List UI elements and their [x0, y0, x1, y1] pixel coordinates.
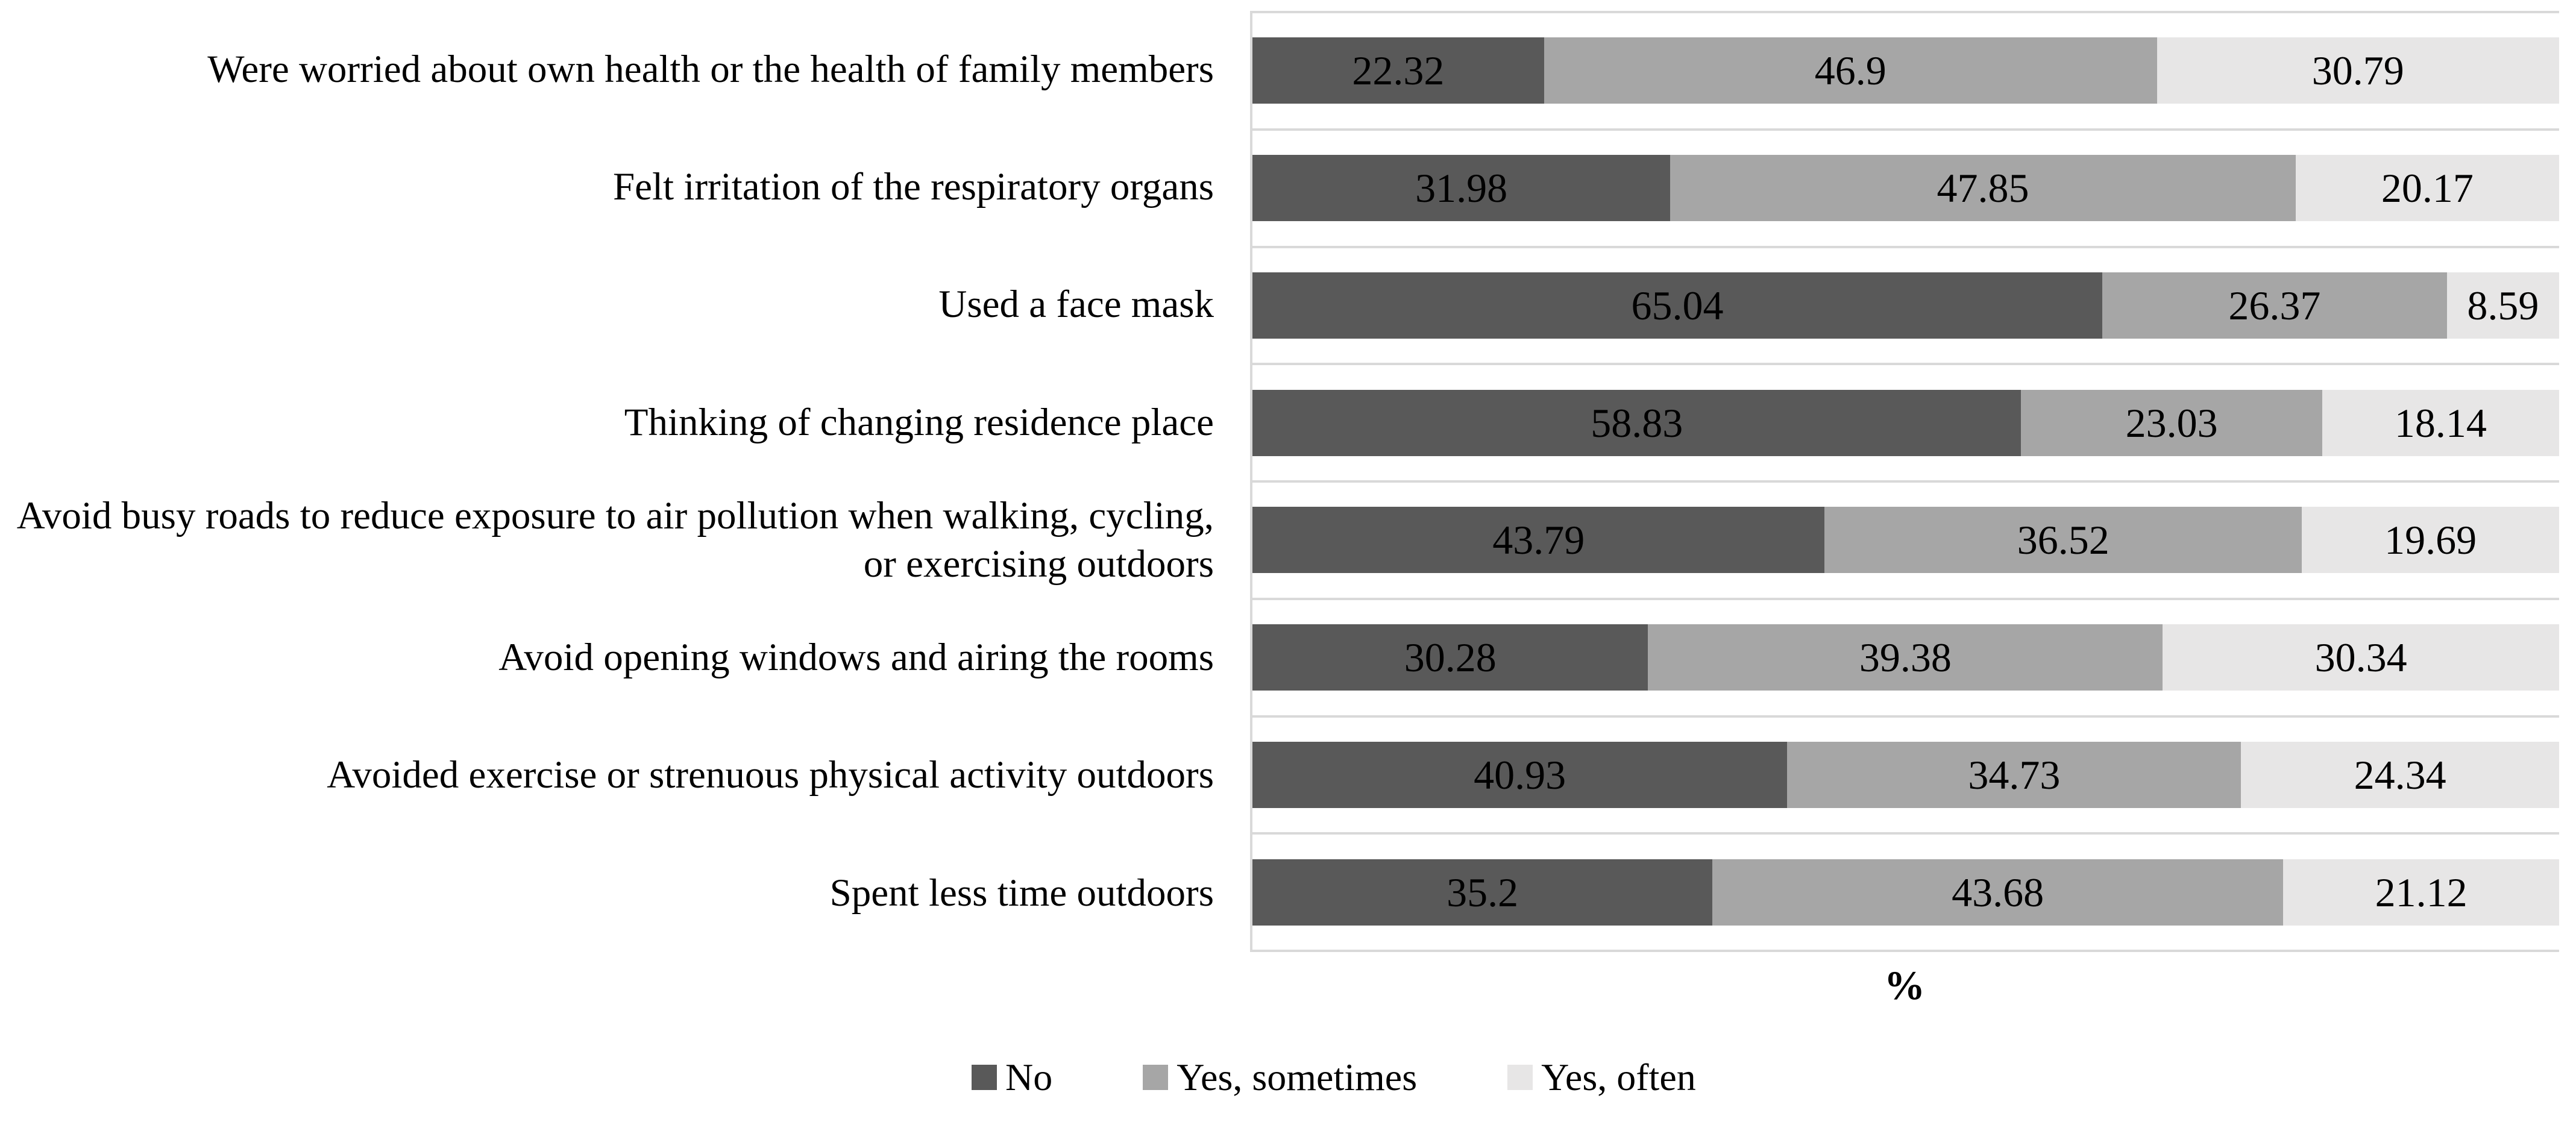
category-label: Spent less time outdoors [0, 835, 1232, 952]
bar-row: 35.2 43.68 21.12 [1252, 835, 2559, 950]
category-label: Avoid busy roads to reduce exposure to a… [0, 481, 1232, 599]
stacked-bar: 65.04 26.37 8.59 [1252, 272, 2559, 339]
legend: No Yes, sometimes Yes, often [972, 1058, 1696, 1097]
bar-segment-yes-often: 20.17 [2295, 155, 2559, 222]
category-label-text: Felt irritation of the respiratory organ… [612, 165, 1214, 209]
category-label-text: Avoided exercise or strenuous physical a… [327, 753, 1214, 797]
bar-segment-no: 22.32 [1252, 37, 1544, 104]
legend-label: Yes, often [1541, 1056, 1696, 1098]
value-label: 36.52 [2017, 517, 2109, 563]
bar-segment-yes-sometimes: 36.52 [1824, 507, 2302, 574]
value-label: 31.98 [1415, 165, 1508, 212]
value-label: 8.59 [2467, 282, 2539, 328]
legend-label: Yes, sometimes [1176, 1056, 1418, 1098]
value-label: 30.79 [2311, 48, 2404, 94]
category-label: Thinking of changing residence place [0, 364, 1232, 481]
stacked-bar: 58.83 23.03 18.14 [1252, 389, 2560, 456]
category-label-text: Spent less time outdoors [829, 871, 1214, 915]
category-label-text: Avoid opening windows and airing the roo… [498, 636, 1214, 680]
bar-segment-no: 40.93 [1252, 741, 1788, 808]
legend-item-yes-sometimes: Yes, sometimes [1143, 1058, 1417, 1097]
value-label: 23.03 [2125, 400, 2218, 446]
legend-swatch-icon [1507, 1065, 1533, 1090]
category-labels: Were worried about own health or the hea… [0, 11, 1232, 952]
bar-row: 40.93 34.73 24.34 [1252, 718, 2559, 835]
bar-segment-no: 31.98 [1252, 155, 1671, 222]
legend-item-no: No [972, 1058, 1052, 1097]
value-label: 21.12 [2375, 869, 2468, 915]
legend-label: No [1005, 1056, 1053, 1098]
bar-row: 31.98 47.85 20.17 [1252, 131, 2559, 248]
bar-row: 65.04 26.37 8.59 [1252, 248, 2559, 366]
category-label-text: Were worried about own health or the hea… [207, 47, 1214, 91]
bar-segment-yes-often: 24.34 [2241, 741, 2559, 808]
bar-row: 30.28 39.38 30.34 [1252, 600, 2559, 718]
bar-row: 58.83 23.03 18.14 [1252, 365, 2560, 483]
category-label: Felt irritation of the respiratory organ… [0, 128, 1232, 246]
stacked-bar: 31.98 47.85 20.17 [1252, 155, 2559, 222]
legend-swatch-icon [972, 1065, 997, 1090]
value-label: 34.73 [1968, 751, 2061, 798]
value-label: 26.37 [2228, 282, 2321, 328]
value-label: 43.79 [1492, 517, 1585, 563]
category-label: Were worried about own health or the hea… [0, 11, 1232, 128]
category-label-text: Used a face mask [938, 283, 1214, 327]
legend-swatch-icon [1143, 1065, 1169, 1090]
category-label-text: Thinking of changing residence place [624, 400, 1214, 444]
category-label: Avoided exercise or strenuous physical a… [0, 717, 1232, 835]
bar-segment-yes-sometimes: 26.37 [2102, 272, 2447, 339]
plot-area: 22.32 46.9 30.79 31.98 47.85 20.17 65.04 26.37 8… [1250, 11, 2560, 952]
value-label: 47.85 [1937, 165, 2029, 212]
bar-segment-no: 35.2 [1252, 859, 1713, 926]
bar-row: 43.79 36.52 19.69 [1252, 483, 2559, 600]
value-label: 30.34 [2314, 634, 2407, 681]
value-label: 46.9 [1814, 48, 1886, 94]
stacked-bar: 43.79 36.52 19.69 [1252, 507, 2559, 574]
value-label: 39.38 [1859, 634, 1952, 681]
bar-segment-yes-sometimes: 39.38 [1648, 624, 2163, 691]
value-label: 30.28 [1404, 634, 1497, 681]
bar-segment-yes-sometimes: 46.9 [1544, 37, 2157, 104]
bar-segment-yes-sometimes: 23.03 [2021, 389, 2322, 456]
value-label: 65.04 [1631, 282, 1724, 328]
bar-segment-no: 58.83 [1252, 389, 2022, 456]
bar-segment-yes-often: 18.14 [2322, 389, 2560, 456]
bar-segment-no: 43.79 [1252, 507, 1825, 574]
stacked-bar: 30.28 39.38 30.34 [1252, 624, 2559, 691]
value-label: 18.14 [2394, 400, 2487, 446]
value-label: 40.93 [1474, 751, 1566, 798]
value-label: 58.83 [1591, 400, 1683, 446]
value-label: 20.17 [2381, 165, 2474, 212]
stacked-bar: 40.93 34.73 24.34 [1252, 741, 2559, 808]
bar-segment-no: 30.28 [1252, 624, 1648, 691]
category-label: Used a face mask [0, 246, 1232, 364]
bar-segment-yes-sometimes: 43.68 [1712, 859, 2284, 926]
value-label: 24.34 [2354, 751, 2446, 798]
x-axis-label: % [1884, 962, 1925, 1008]
bar-segment-yes-often: 21.12 [2283, 859, 2559, 926]
bar-segment-yes-often: 19.69 [2302, 507, 2559, 574]
stacked-bar: 22.32 46.9 30.79 [1252, 37, 2559, 104]
bar-segment-yes-often: 30.34 [2163, 624, 2559, 691]
stacked-bar: 35.2 43.68 21.12 [1252, 859, 2559, 926]
category-label-text: Avoid busy roads to reduce exposure to a… [16, 494, 1214, 586]
category-label: Avoid opening windows and airing the roo… [0, 599, 1232, 716]
bar-segment-yes-often: 30.79 [2157, 37, 2559, 104]
value-label: 35.2 [1447, 869, 1519, 915]
bar-segment-no: 65.04 [1252, 272, 2103, 339]
value-label: 19.69 [2384, 517, 2477, 563]
value-label: 43.68 [1952, 869, 2044, 915]
bar-segment-yes-sometimes: 34.73 [1787, 741, 2241, 808]
legend-item-yes-often: Yes, often [1507, 1058, 1696, 1097]
bar-row: 22.32 46.9 30.79 [1252, 13, 2559, 131]
value-label: 22.32 [1352, 48, 1445, 94]
bar-segment-yes-sometimes: 47.85 [1670, 155, 2296, 222]
bar-segment-yes-often: 8.59 [2446, 272, 2559, 339]
